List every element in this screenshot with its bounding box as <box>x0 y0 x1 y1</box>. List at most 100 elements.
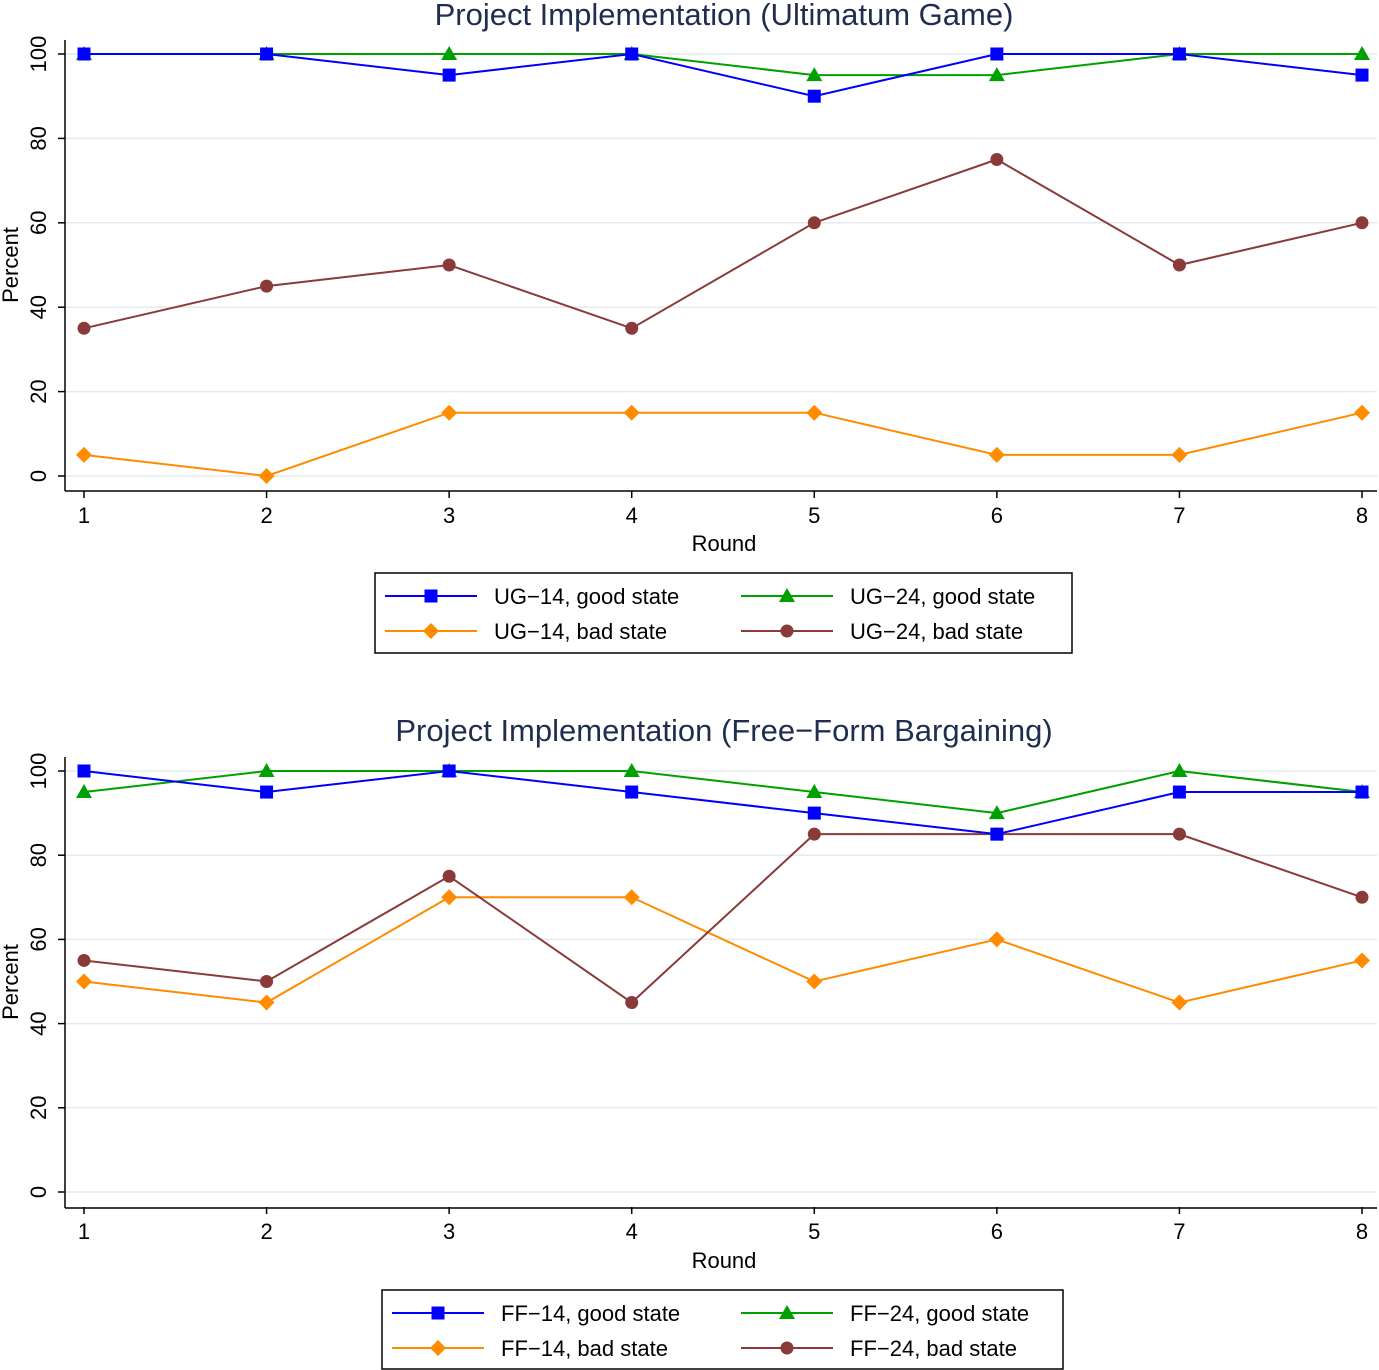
x-tick-label: 6 <box>991 1219 1003 1244</box>
legend-label: FF−24, bad state <box>850 1336 1017 1361</box>
legend-box <box>374 572 1073 654</box>
data-point-diamond <box>76 446 92 463</box>
data-point-circle <box>442 869 456 883</box>
chart-panel-free-form: Project Implementation (Free−Form Bargai… <box>0 713 1377 1370</box>
data-point-diamond <box>623 889 640 906</box>
data-point-circle <box>77 321 91 335</box>
x-tick-label: 2 <box>260 1219 272 1244</box>
legend-label: UG−24, good state <box>850 584 1035 609</box>
data-point-circle <box>990 153 1004 166</box>
data-point-triangle <box>988 67 1005 82</box>
data-point-square <box>442 68 456 82</box>
data-point-square <box>1172 47 1186 61</box>
data-point-circle <box>1355 216 1369 230</box>
x-ticks: 1 2 3 4 5 6 7 8 <box>78 491 1368 528</box>
legend-label: UG−14, good state <box>494 584 679 609</box>
x-tick-label: 6 <box>991 503 1003 528</box>
x-tick-label: 4 <box>626 503 638 528</box>
data-point-square <box>260 47 274 61</box>
legend-marker-square <box>424 589 438 603</box>
data-point-diamond <box>258 468 275 484</box>
data-point-square <box>1172 785 1186 799</box>
y-tick-label: 0 <box>26 1186 51 1198</box>
data-point-diamond <box>76 973 92 990</box>
legend-label: UG−24, bad state <box>850 619 1023 644</box>
data-point-diamond <box>1354 404 1370 421</box>
y-tick-label: 60 <box>26 211 51 235</box>
series-line <box>83 769 1362 836</box>
data-point-triangle <box>806 784 823 799</box>
chart-panel-ultimatum: Project Implementation (Ultimatum Game) … <box>0 0 1377 654</box>
y-tick-label: 20 <box>26 1096 51 1120</box>
chart-title: Project Implementation (Free−Form Bargai… <box>395 713 1052 748</box>
legend-marker-triangle <box>779 588 795 602</box>
data-point-circle <box>1172 258 1186 272</box>
data-point-triangle <box>1354 46 1370 60</box>
data-point-square <box>77 764 91 778</box>
data-point-circle <box>1172 827 1186 841</box>
data-point-square <box>1355 785 1369 799</box>
data-point-diamond <box>441 404 458 421</box>
data-point-circle <box>442 258 456 272</box>
x-tick-label: 7 <box>1173 503 1185 528</box>
legend-label: UG−14, bad state <box>494 619 667 644</box>
y-tick-label: 80 <box>26 126 51 150</box>
y-tick-label: 20 <box>26 379 51 403</box>
x-tick-label: 3 <box>443 503 455 528</box>
data-point-triangle <box>623 763 640 777</box>
x-tick-label: 1 <box>78 1219 90 1244</box>
data-point-diamond <box>806 404 823 421</box>
series-layer <box>76 46 1370 484</box>
y-ticks: 0 20 40 60 80 100 <box>26 36 65 482</box>
data-point-diamond <box>441 889 458 906</box>
data-point-diamond <box>623 404 640 421</box>
series-layer <box>76 763 1370 1011</box>
series-line <box>83 411 1363 478</box>
legend-label: FF−24, good state <box>850 1301 1029 1326</box>
data-point-square <box>807 89 821 103</box>
legend-label: FF−14, good state <box>501 1301 680 1326</box>
series-line <box>83 769 1363 815</box>
legend-marker-circle <box>780 624 794 638</box>
data-point-diamond <box>806 973 823 990</box>
data-point-triangle <box>258 763 275 777</box>
data-point-square <box>807 806 821 820</box>
y-axis-label: Percent <box>0 227 23 303</box>
data-point-diamond <box>1171 994 1188 1011</box>
series-line <box>83 896 1363 1004</box>
series-line <box>83 158 1363 330</box>
data-point-circle <box>1355 890 1369 904</box>
legend-marker-diamond <box>423 623 439 639</box>
series-line <box>83 833 1363 1004</box>
data-point-triangle <box>806 67 823 82</box>
x-tick-label: 8 <box>1356 503 1368 528</box>
legend-marker-diamond <box>430 1340 446 1356</box>
data-point-triangle <box>441 46 458 60</box>
x-tick-label: 4 <box>626 1219 638 1244</box>
legend-marker-triangle <box>779 1305 795 1319</box>
legend-box <box>381 1289 1064 1370</box>
data-point-triangle <box>988 805 1005 820</box>
data-point-square <box>442 764 456 778</box>
y-tick-label: 40 <box>26 1011 51 1035</box>
data-point-square <box>990 47 1004 61</box>
y-tick-label: 60 <box>26 927 51 951</box>
y-tick-label: 40 <box>26 295 51 319</box>
legend-marker-circle <box>780 1341 794 1355</box>
y-tick-label: 100 <box>26 753 51 790</box>
data-point-diamond <box>258 994 275 1011</box>
legend: FF−14, good state FF−24, good state FF−14,… <box>381 1289 1064 1370</box>
series-line <box>84 52 1363 98</box>
data-point-square <box>77 47 91 61</box>
series-line <box>84 53 1362 77</box>
data-point-diamond <box>988 446 1005 463</box>
x-axis-label: Round <box>692 531 757 556</box>
y-tick-label: 100 <box>26 36 51 73</box>
x-tick-label: 2 <box>260 503 272 528</box>
data-point-diamond <box>1171 446 1188 463</box>
x-tick-label: 5 <box>808 503 820 528</box>
data-point-circle <box>77 953 91 967</box>
data-point-circle <box>807 827 821 841</box>
legend: UG−14, good state UG−24, good state UG−14,… <box>374 572 1073 654</box>
y-ticks: 0 20 40 60 80 100 <box>26 753 65 1198</box>
